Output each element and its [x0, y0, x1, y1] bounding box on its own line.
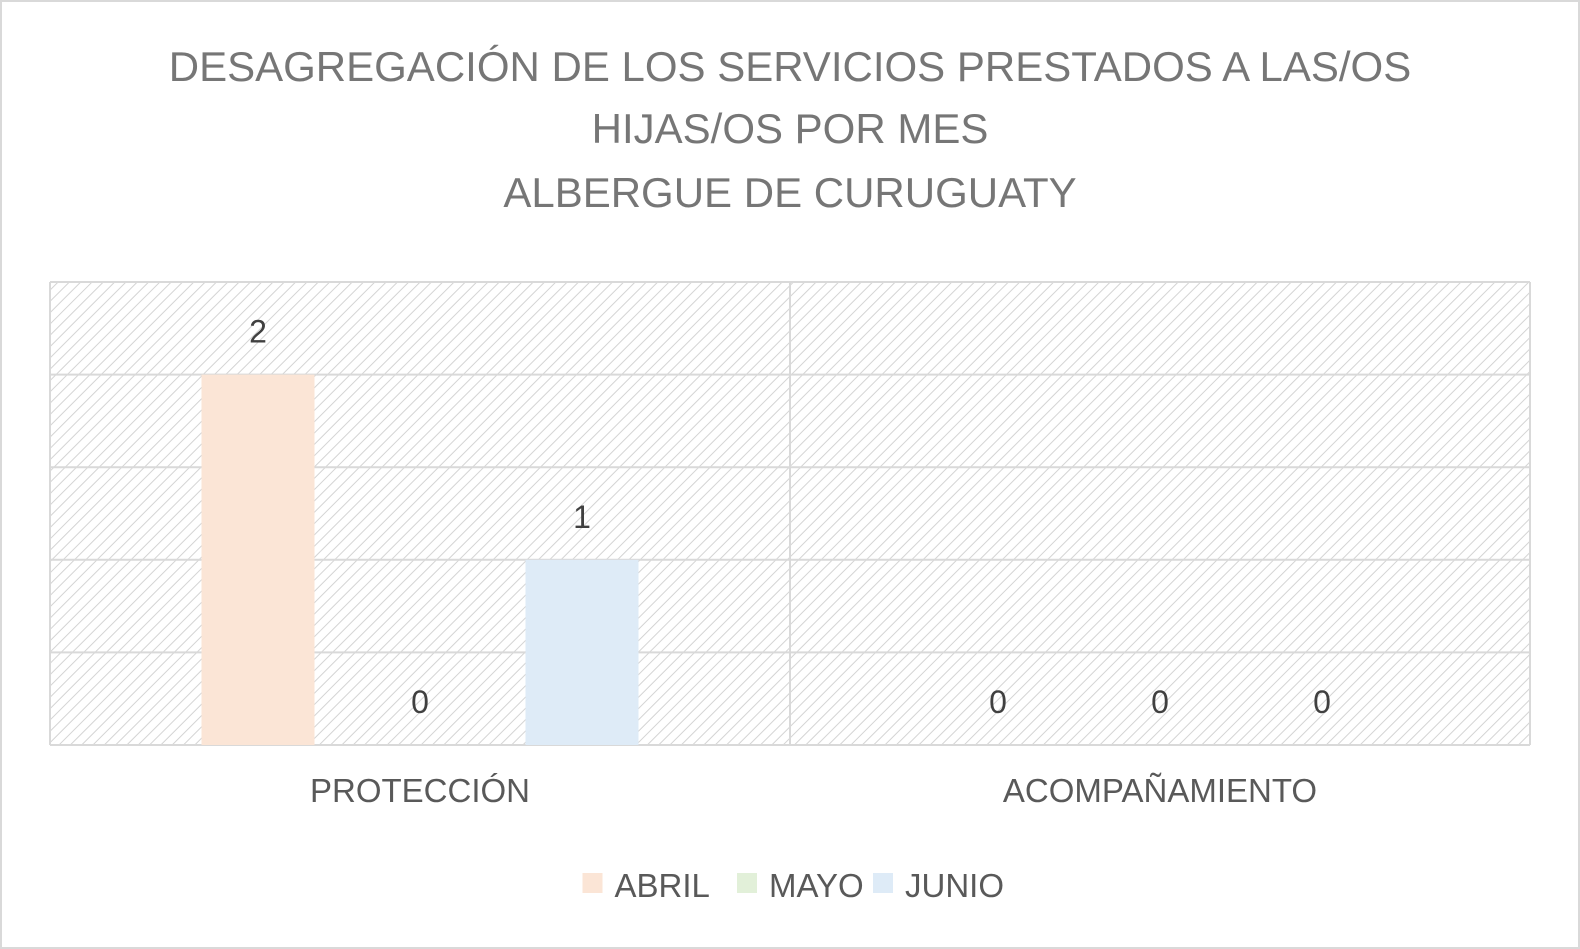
data-label: 0: [1151, 684, 1169, 720]
chart-title-line-3: ALBERGUE DE CURUGUATY: [503, 169, 1077, 216]
data-label: 2: [249, 314, 267, 350]
data-label: 1: [573, 499, 591, 535]
chart-title-line-1: DESAGREGACIÓN DE LOS SERVICIOS PRESTADOS…: [168, 43, 1412, 90]
data-label: 0: [411, 684, 429, 720]
data-label: 0: [989, 684, 1007, 720]
bar-junio-0: [525, 559, 639, 745]
legend-label-abril: ABRIL: [615, 867, 710, 904]
legend-label-mayo: MAYO: [769, 867, 864, 904]
bar-abril-0: [201, 374, 315, 745]
x-tick-label: ACOMPAÑAMIENTO: [1003, 772, 1317, 809]
legend-swatch-junio: [873, 873, 893, 893]
legend-swatch-mayo: [737, 873, 757, 893]
x-tick-label: PROTECCIÓN: [310, 772, 530, 809]
legend-label-junio: JUNIO: [905, 867, 1004, 904]
chart-title-line-2: HIJAS/OS POR MES: [591, 105, 989, 152]
legend-swatch-abril: [582, 873, 603, 893]
data-label: 0: [1313, 684, 1331, 720]
